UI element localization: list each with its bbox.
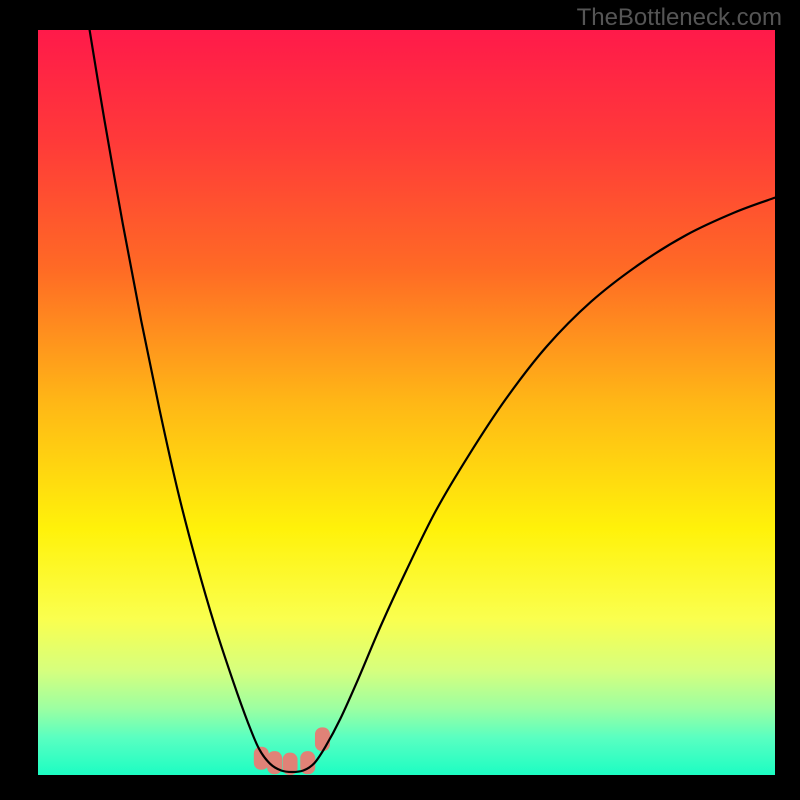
curve-marker [315,727,330,751]
chart-background [38,30,775,775]
outer-frame: TheBottleneck.com [0,0,800,800]
watermark-text: TheBottleneck.com [577,4,782,32]
chart-plot [38,30,775,775]
